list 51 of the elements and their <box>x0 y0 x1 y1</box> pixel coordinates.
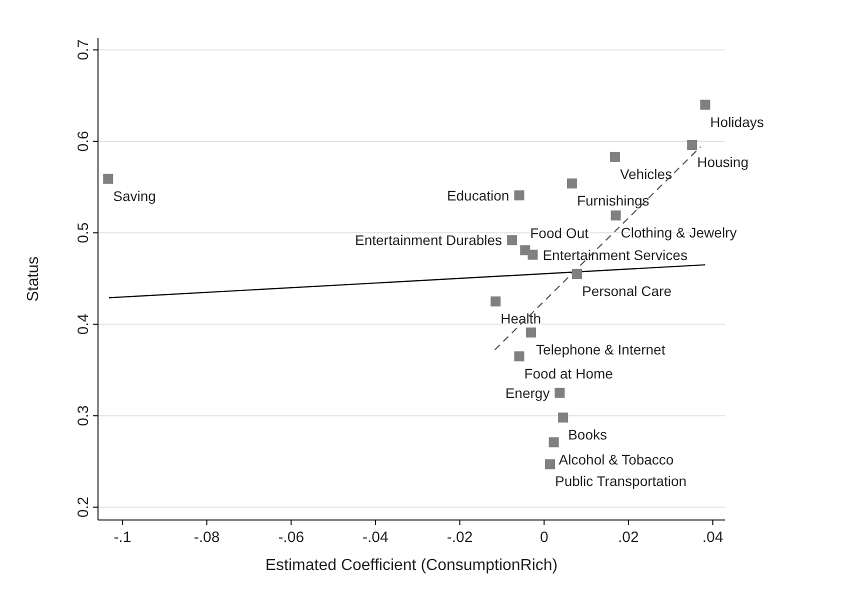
point <box>610 210 621 220</box>
point <box>700 100 710 110</box>
annotation: Entertainment Services <box>542 246 688 263</box>
annotation: Telephone & Internet <box>536 342 666 358</box>
y-tick-label: 0.3 <box>75 405 92 426</box>
annotation: Energy <box>505 384 550 401</box>
point <box>687 140 698 150</box>
x-tick-label: -.08 <box>194 529 220 546</box>
x-tick-label: .02 <box>618 529 639 546</box>
annotation: Alcohol & Tobacco <box>558 451 674 468</box>
annotation: Food at Home <box>524 365 614 382</box>
point <box>572 268 582 279</box>
annotation: Housing <box>697 154 748 170</box>
annotation: Books <box>568 426 608 443</box>
x-tick-label: -.02 <box>446 529 473 546</box>
annotation: Education <box>446 187 510 204</box>
x-tick-label: -.1 <box>114 529 132 546</box>
annotation: Health <box>500 310 542 326</box>
point <box>548 437 559 448</box>
point <box>558 412 568 423</box>
point <box>566 178 577 188</box>
point <box>526 328 536 338</box>
x-axis-title: Estimated Coefficient (ConsumptionRich) <box>265 557 558 574</box>
y-tick-label: 0.4 <box>75 314 92 335</box>
annotation: Public Transportation <box>555 473 687 490</box>
point <box>103 174 114 184</box>
annotation: Holidays <box>710 114 764 130</box>
x-tick-label: 0 <box>540 529 548 546</box>
point <box>507 235 518 246</box>
y-tick-label: 0.7 <box>75 39 92 60</box>
point <box>610 152 620 162</box>
annotation: Food Out <box>530 225 589 242</box>
annotation: Personal Care <box>582 282 672 299</box>
y-tick-label: 0.2 <box>75 496 92 518</box>
point <box>528 250 538 260</box>
point <box>514 351 524 362</box>
annotation: Clothing & Jewelry <box>620 224 737 240</box>
annotation: Entertainment Durables <box>354 232 502 248</box>
point <box>554 388 565 398</box>
x-tick-label: -.04 <box>362 529 388 546</box>
annotation: Furnishings <box>576 192 650 208</box>
y-axis-title: Status <box>25 256 42 302</box>
annotation: Saving <box>113 188 156 204</box>
point <box>545 459 556 470</box>
y-tick-label: 0.5 <box>75 222 92 244</box>
point <box>490 296 501 306</box>
x-tick-label: -.06 <box>278 529 304 546</box>
x-tick-label: .04 <box>702 529 724 546</box>
annotation: Vehicles <box>620 166 672 182</box>
point <box>514 190 524 200</box>
y-tick-label: 0.6 <box>75 130 92 152</box>
